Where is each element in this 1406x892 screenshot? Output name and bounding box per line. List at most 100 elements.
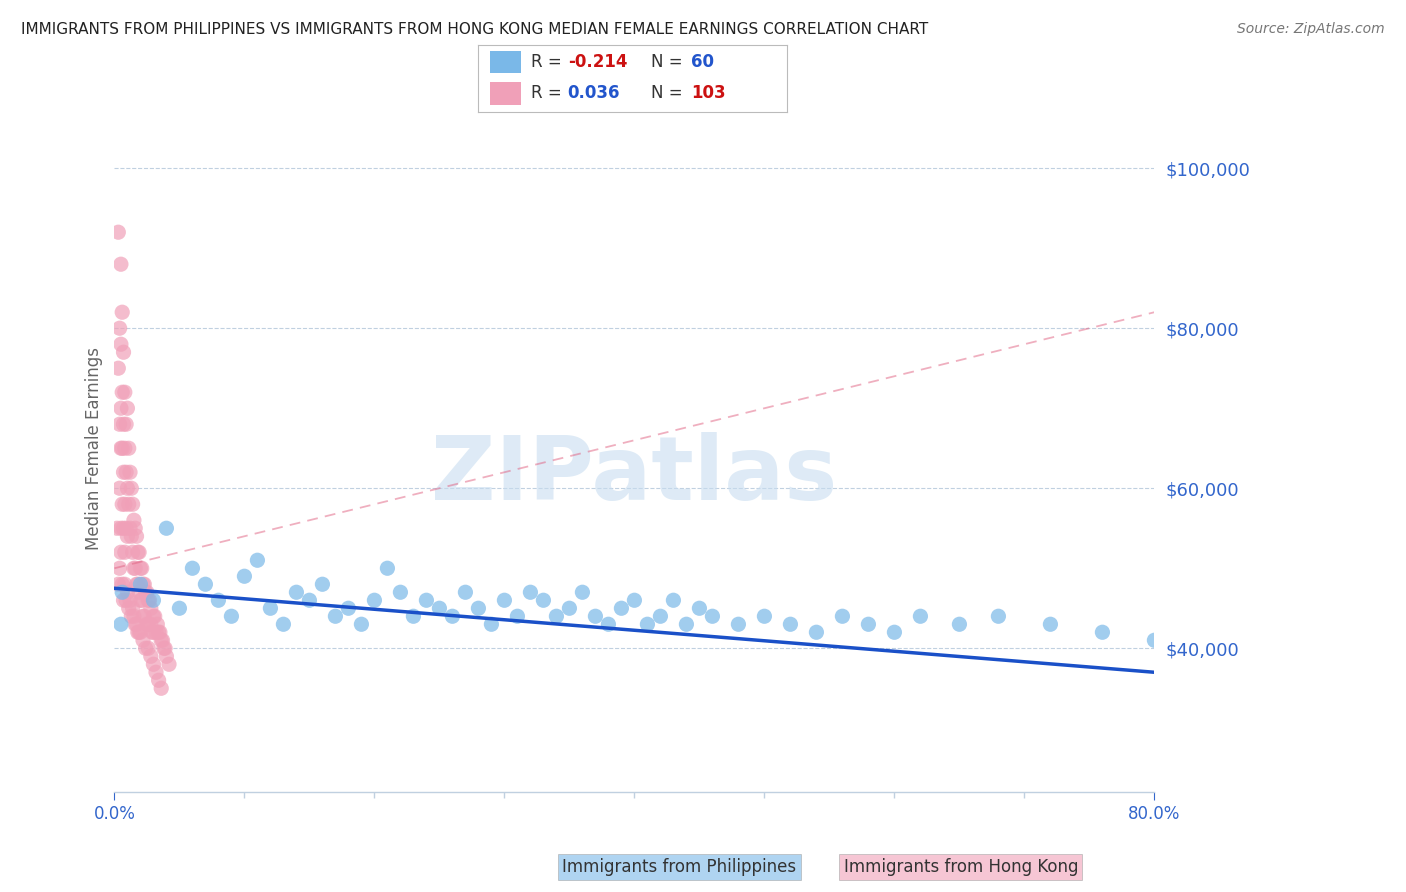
- Point: [129, 561, 152, 575]
- Point: [139, 601, 162, 615]
- Point: [377, 561, 399, 575]
- Point: [194, 577, 217, 591]
- Point: [259, 601, 281, 615]
- Point: [623, 593, 645, 607]
- Point: [135, 641, 157, 656]
- Point: [111, 305, 134, 319]
- Text: ZIPatlas: ZIPatlas: [432, 433, 838, 519]
- Point: [155, 649, 177, 664]
- Bar: [491, 82, 522, 104]
- Point: [112, 593, 135, 607]
- Text: Source: ZipAtlas.com: Source: ZipAtlas.com: [1237, 22, 1385, 37]
- Point: [150, 681, 173, 696]
- Point: [598, 617, 620, 632]
- Point: [125, 529, 148, 543]
- Point: [114, 545, 136, 559]
- Point: [138, 593, 160, 607]
- Point: [467, 601, 489, 615]
- Point: [273, 617, 295, 632]
- Point: [128, 625, 150, 640]
- Point: [402, 609, 425, 624]
- Point: [131, 561, 153, 575]
- Point: [558, 601, 581, 615]
- Point: [132, 633, 155, 648]
- Point: [117, 401, 139, 416]
- Point: [115, 417, 138, 432]
- Text: IMMIGRANTS FROM PHILIPPINES VS IMMIGRANTS FROM HONG KONG MEDIAN FEMALE EARNINGS : IMMIGRANTS FROM PHILIPPINES VS IMMIGRANT…: [21, 22, 928, 37]
- Point: [115, 521, 138, 535]
- Point: [125, 617, 148, 632]
- Point: [136, 617, 159, 632]
- Point: [110, 442, 132, 456]
- Point: [127, 625, 149, 640]
- Point: [141, 625, 163, 640]
- Point: [128, 585, 150, 599]
- Point: [546, 609, 568, 624]
- Point: [134, 577, 156, 591]
- Point: [363, 593, 385, 607]
- Point: [675, 617, 697, 632]
- Point: [114, 497, 136, 511]
- Point: [441, 609, 464, 624]
- Point: [128, 545, 150, 559]
- Point: [148, 673, 170, 688]
- Point: [110, 401, 132, 416]
- Point: [111, 577, 134, 591]
- Point: [325, 609, 347, 624]
- Point: [110, 521, 132, 535]
- Point: [285, 585, 308, 599]
- Point: [108, 481, 131, 495]
- Point: [233, 569, 256, 583]
- Point: [506, 609, 529, 624]
- Point: [122, 561, 145, 575]
- Point: [481, 617, 503, 632]
- Point: [122, 609, 145, 624]
- Point: [114, 385, 136, 400]
- Point: [429, 601, 451, 615]
- Point: [145, 625, 167, 640]
- Point: [948, 617, 970, 632]
- Point: [118, 601, 141, 615]
- Point: [519, 585, 541, 599]
- Text: N =: N =: [651, 53, 688, 71]
- Point: [152, 633, 174, 648]
- Point: [108, 561, 131, 575]
- Point: [298, 593, 321, 607]
- Text: Immigrants from Hong Kong: Immigrants from Hong Kong: [844, 858, 1078, 876]
- Point: [135, 617, 157, 632]
- Point: [131, 593, 153, 607]
- Point: [120, 529, 142, 543]
- Point: [129, 577, 152, 591]
- Text: 0.036: 0.036: [568, 85, 620, 103]
- Point: [207, 593, 229, 607]
- Point: [153, 641, 176, 656]
- Point: [727, 617, 749, 632]
- Point: [124, 617, 146, 632]
- Point: [650, 609, 672, 624]
- Point: [118, 465, 141, 479]
- Text: 60: 60: [692, 53, 714, 71]
- Text: R =: R =: [530, 53, 567, 71]
- Point: [337, 601, 360, 615]
- Point: [610, 601, 633, 615]
- Point: [121, 545, 143, 559]
- Point: [136, 593, 159, 607]
- Point: [105, 521, 128, 535]
- Point: [107, 225, 129, 239]
- Point: [118, 521, 141, 535]
- Point: [831, 609, 853, 624]
- Point: [121, 601, 143, 615]
- Point: [127, 577, 149, 591]
- Point: [181, 561, 204, 575]
- Point: [114, 442, 136, 456]
- Point: [311, 577, 333, 591]
- Point: [987, 609, 1010, 624]
- Point: [571, 585, 593, 599]
- Point: [117, 529, 139, 543]
- Point: [221, 609, 243, 624]
- Point: [583, 609, 606, 624]
- Point: [136, 641, 159, 656]
- Point: [112, 345, 135, 359]
- Text: Immigrants from Philippines: Immigrants from Philippines: [562, 858, 797, 876]
- Point: [120, 481, 142, 495]
